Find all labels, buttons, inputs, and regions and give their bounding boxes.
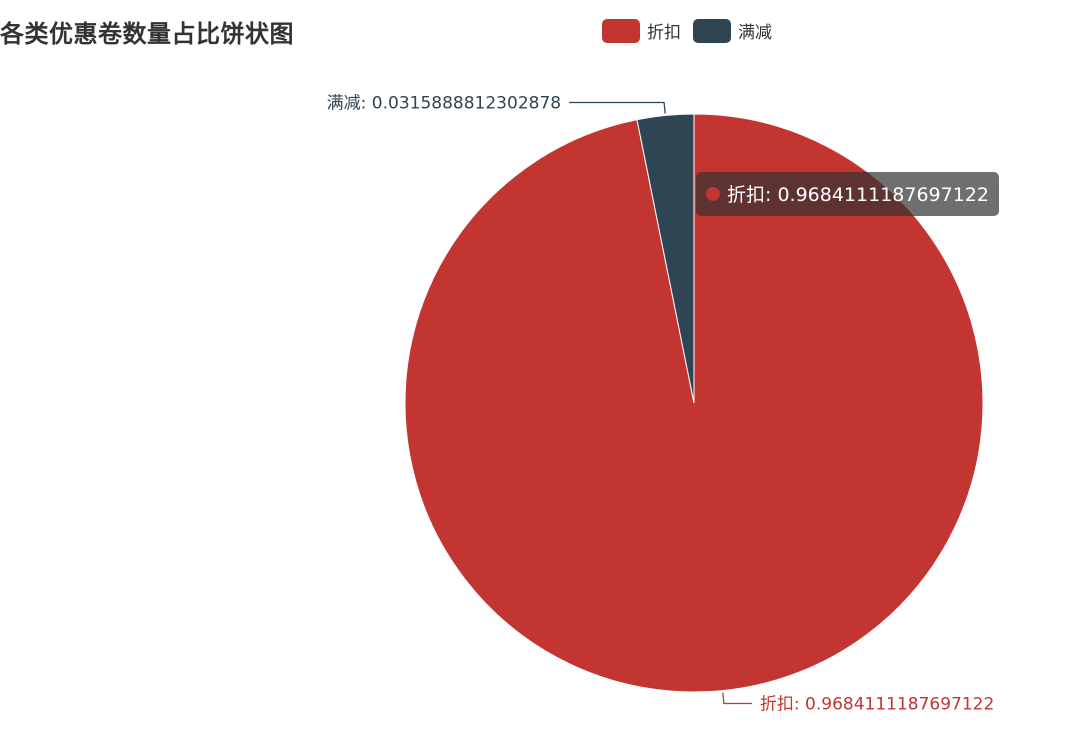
slice-label-full-reduction: 满减: 0.0315888812302878 <box>327 93 561 113</box>
legend-item-discount[interactable]: 折扣 <box>602 18 681 43</box>
tooltip-marker <box>706 186 720 201</box>
legend-swatch-discount <box>602 18 640 43</box>
chart-title: 各类优惠卷数量占比饼状图 <box>0 20 294 48</box>
label-line-full-reduction <box>569 101 666 114</box>
label-line-discount <box>722 692 752 705</box>
slice-discount[interactable] <box>404 113 984 693</box>
legend-label-discount: 折扣 <box>647 23 681 43</box>
tooltip-text: 折扣: 0.9684111187697122 <box>727 184 989 206</box>
slice-full-reduction[interactable] <box>636 113 695 404</box>
legend: 折扣 满减 <box>602 18 784 43</box>
slice-label-discount: 折扣: 0.9684111187697122 <box>760 695 994 715</box>
legend-label-full-reduction: 满减 <box>738 23 772 43</box>
tooltip: 折扣: 0.9684111187697122 <box>696 172 999 216</box>
legend-swatch-full-reduction <box>693 18 731 43</box>
legend-item-full-reduction[interactable]: 满减 <box>693 18 772 43</box>
